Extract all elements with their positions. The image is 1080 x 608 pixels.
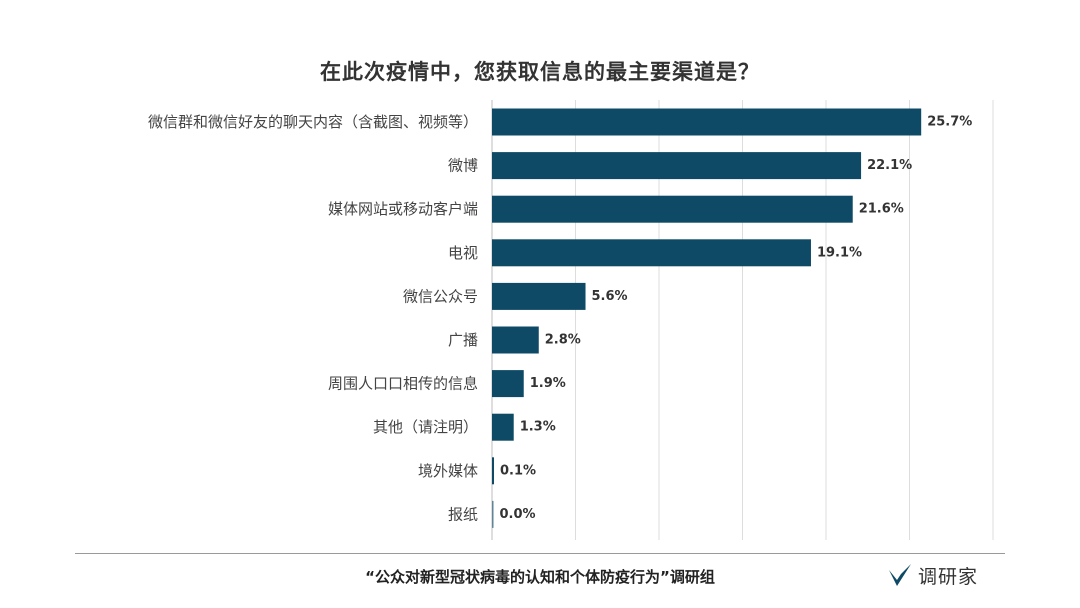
value-label: 0.1% xyxy=(500,463,536,478)
bar xyxy=(492,239,811,267)
bar xyxy=(492,457,494,485)
value-label: 2.8% xyxy=(545,333,581,348)
value-label: 5.6% xyxy=(592,289,628,304)
category-label: 其他（请注明） xyxy=(373,418,478,436)
value-label: 19.1% xyxy=(817,245,862,260)
bar xyxy=(492,370,524,398)
category-label: 境外媒体 xyxy=(418,462,478,480)
chart-title: 在此次疫情中，您获取信息的最主要渠道是？ xyxy=(320,60,760,84)
value-label: 21.6% xyxy=(859,202,904,217)
category-label: 电视 xyxy=(448,244,478,262)
bar xyxy=(492,326,539,354)
bar xyxy=(492,195,853,223)
source-note: “公众对新型冠状病毒的认知和个体防疫行为”调研组 xyxy=(365,568,715,586)
value-label: 1.9% xyxy=(530,376,566,391)
category-label: 微博 xyxy=(448,157,478,175)
bar xyxy=(492,108,922,136)
category-label: 周围人口口相传的信息 xyxy=(328,375,478,393)
value-labels: 25.7% 22.1% 21.6% 19.1% 5.6% 2.8% 1.9% 1.3% 0.1%… xyxy=(500,115,973,522)
bar xyxy=(492,282,586,310)
bars xyxy=(492,108,922,528)
category-label: 微信公众号 xyxy=(403,287,478,305)
value-label: 22.1% xyxy=(867,158,912,173)
value-label: 0.0% xyxy=(500,507,536,522)
category-label: 报纸 xyxy=(448,505,478,523)
category-label: 媒体网站或移动客户端 xyxy=(328,200,478,218)
bar xyxy=(492,500,494,528)
value-label: 1.3% xyxy=(520,420,556,435)
category-labels: 微信群和微信好友的聊天内容（含截图、视频等） 微博媒体网站或移动客户端电视微信公众… xyxy=(148,113,478,523)
footer-divider xyxy=(75,553,1005,554)
bar xyxy=(492,413,514,441)
checkmark-logo-icon xyxy=(889,564,911,586)
category-label: 广播 xyxy=(448,331,478,349)
logo-text: 调研家 xyxy=(918,565,979,588)
value-label: 25.7% xyxy=(927,115,972,130)
category-label: 微信群和微信好友的聊天内容（含截图、视频等） xyxy=(148,113,478,131)
brand-logo: 调研家 xyxy=(888,560,978,590)
bar xyxy=(492,152,862,180)
